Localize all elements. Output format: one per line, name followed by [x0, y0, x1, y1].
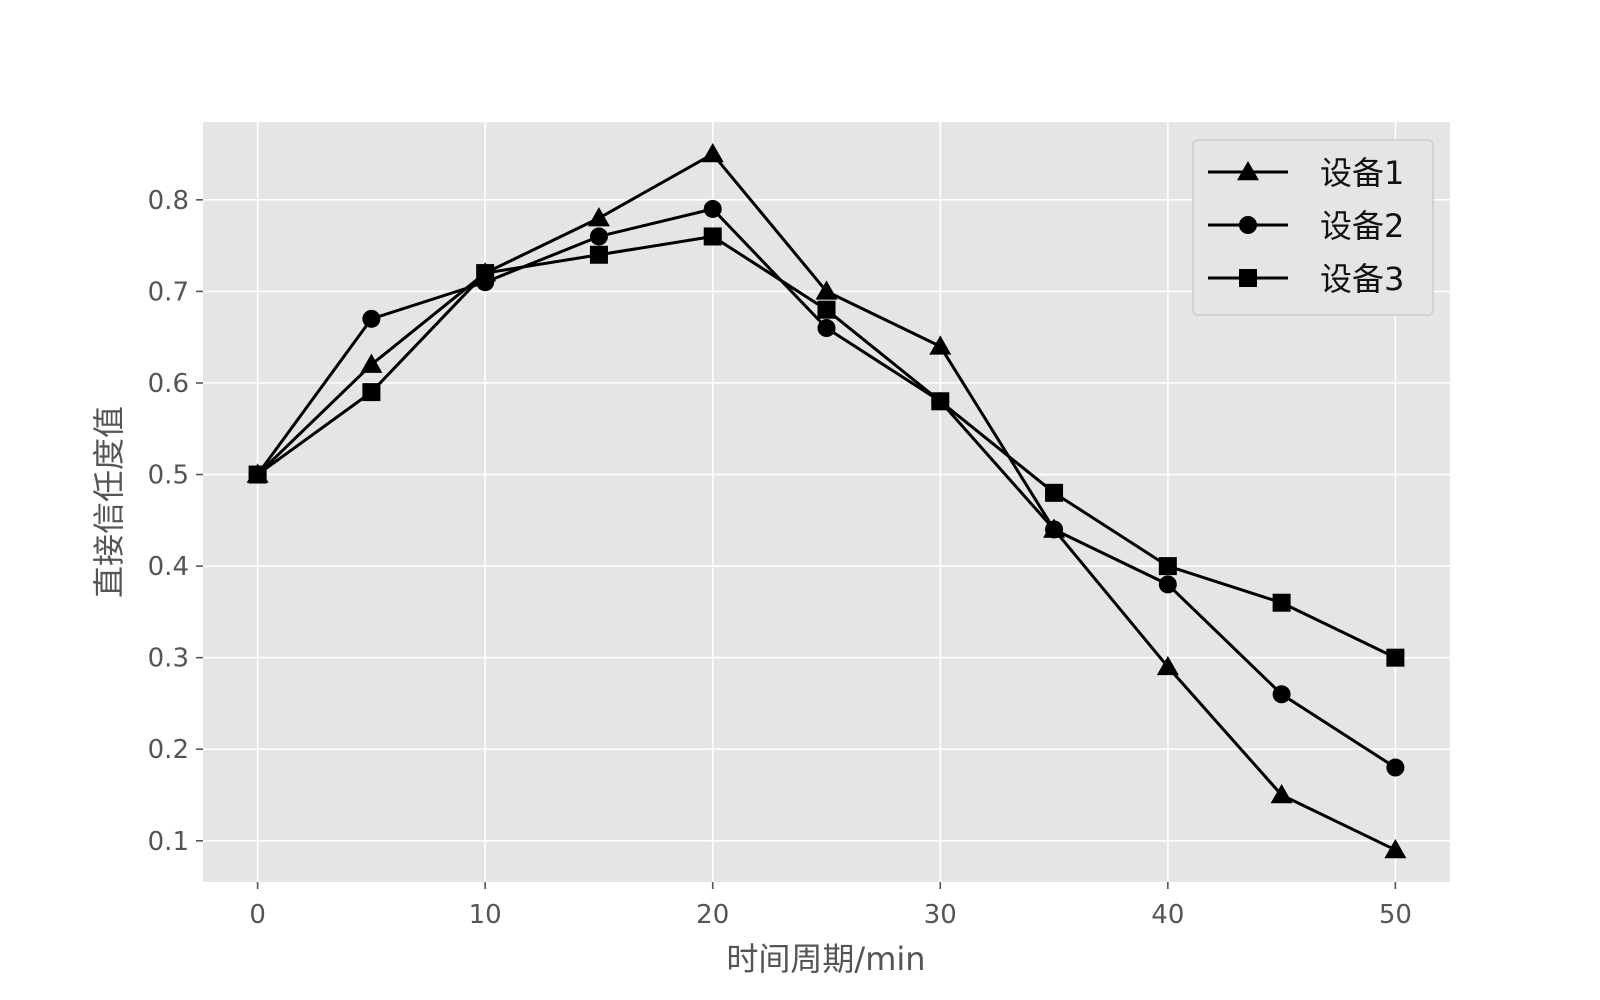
- data-point-square: [362, 383, 381, 402]
- data-point-square: [476, 264, 495, 283]
- data-point-square: [703, 227, 722, 246]
- y-tick-label: 0.4: [148, 552, 189, 582]
- series-1: [246, 143, 1407, 859]
- data-point-circle: [1158, 575, 1177, 594]
- data-point-circle: [1045, 520, 1064, 539]
- data-point-circle: [1272, 685, 1291, 704]
- x-tick-label: 30: [924, 900, 957, 930]
- legend-item: 设备3: [1208, 260, 1404, 298]
- data-point-circle: [1386, 758, 1405, 777]
- series-layer: [246, 143, 1407, 859]
- data-point-square: [1045, 483, 1064, 502]
- data-point-triangle: [929, 335, 952, 355]
- y-tick-label: 0.6: [148, 369, 189, 399]
- series-3: [248, 227, 1405, 667]
- x-axis-title: 时间周期/min: [726, 940, 925, 978]
- legend-marker-circle: [1239, 216, 1257, 234]
- x-tick-label: 20: [696, 900, 729, 930]
- x-tick-label: 0: [249, 900, 266, 930]
- legend: 设备1 设备2 设备3: [1192, 139, 1434, 316]
- data-point-circle: [817, 319, 836, 338]
- data-point-square: [1158, 557, 1177, 576]
- x-tick-label: 50: [1379, 900, 1412, 930]
- data-point-triangle: [815, 280, 838, 300]
- data-point-square: [1386, 648, 1405, 667]
- legend-label: 设备1: [1320, 154, 1404, 192]
- legend-item: 设备1: [1208, 154, 1404, 192]
- grid-lines: [203, 122, 1450, 882]
- data-point-triangle: [1156, 655, 1179, 676]
- data-point-triangle: [360, 353, 383, 373]
- x-tick-label: 10: [469, 900, 502, 930]
- y-axis-title: 直接信任度值: [90, 406, 128, 598]
- x-tick-label: 40: [1151, 900, 1184, 930]
- y-tick-label: 0.8: [148, 186, 189, 216]
- data-point-square: [589, 245, 608, 264]
- legend-label: 设备2: [1320, 207, 1404, 245]
- legend-marker-square: [1239, 269, 1257, 287]
- data-point-square: [248, 465, 267, 484]
- data-point-square: [1272, 593, 1291, 612]
- data-point-triangle: [1384, 838, 1407, 859]
- data-point-square: [817, 300, 836, 319]
- legend-marker-triangle: [1237, 161, 1259, 181]
- data-point-triangle: [1270, 784, 1293, 804]
- legend-item: 设备2: [1208, 207, 1404, 245]
- y-tick-label: 0.3: [148, 644, 189, 674]
- y-tick-label: 0.1: [148, 827, 189, 857]
- data-point-triangle: [701, 143, 724, 163]
- data-point-square: [931, 392, 950, 411]
- y-tick-label: 0.7: [148, 277, 189, 307]
- data-point-circle: [703, 199, 722, 218]
- legend-label: 设备3: [1320, 260, 1404, 298]
- y-tick-label: 0.5: [148, 461, 189, 491]
- y-tick-label: 0.2: [148, 735, 189, 765]
- data-point-triangle: [587, 207, 610, 227]
- data-point-circle: [362, 309, 381, 328]
- data-point-circle: [589, 227, 608, 246]
- axis-ticks: 0 10 20 30 40 50 0.1 0.2 0.3 0.4 0.5 0.6 0.7 0.8: [148, 186, 1412, 930]
